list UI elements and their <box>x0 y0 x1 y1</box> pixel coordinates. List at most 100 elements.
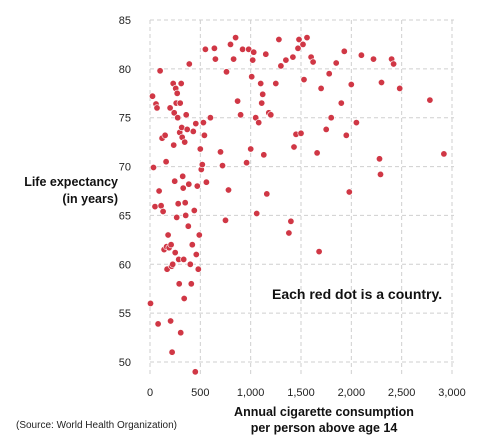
country-dot <box>325 70 333 78</box>
country-dot <box>347 81 355 89</box>
country-dot <box>303 34 311 42</box>
country-dot <box>234 97 242 105</box>
country-dot <box>170 109 178 117</box>
country-dot <box>309 58 317 66</box>
country-dot <box>167 317 175 325</box>
country-dot <box>369 55 377 63</box>
country-dot <box>210 44 218 52</box>
country-dot <box>342 131 350 139</box>
country-dot <box>217 148 225 156</box>
country-dot <box>192 251 200 259</box>
country-dot <box>259 90 267 98</box>
country-dot <box>300 76 308 84</box>
country-dot <box>396 84 404 92</box>
country-dot <box>168 348 176 356</box>
country-dot <box>199 119 207 127</box>
country-dot <box>337 99 345 107</box>
country-dot <box>198 161 206 169</box>
country-dot <box>250 48 258 56</box>
country-dot <box>193 182 201 190</box>
country-dot <box>211 55 219 63</box>
y-tick-label: 80 <box>119 64 131 76</box>
country-dot <box>262 50 270 58</box>
x-tick-label: 2,000 <box>338 387 366 399</box>
country-dot <box>201 45 209 53</box>
country-dot <box>267 111 275 119</box>
country-dot <box>243 159 251 167</box>
country-dot <box>174 200 182 208</box>
country-dot <box>179 172 187 180</box>
country-dot <box>375 155 383 163</box>
country-dot <box>156 67 164 75</box>
country-dot <box>340 47 348 55</box>
country-dot <box>376 170 384 178</box>
country-dot <box>219 162 227 170</box>
country-dot <box>182 111 190 119</box>
country-dot <box>315 248 323 256</box>
country-dot <box>295 35 303 43</box>
country-dot <box>253 210 261 218</box>
country-dot <box>179 184 187 192</box>
x-tick-label: 3,000 <box>438 387 466 399</box>
country-dot <box>299 40 307 48</box>
country-dot <box>175 280 183 288</box>
y-tick-label: 75 <box>119 113 131 125</box>
country-dot <box>170 141 178 149</box>
country-dot <box>196 145 204 153</box>
x-axis-ticks: 0 500 1,000 1,500 2,000 2,500 3,000 <box>147 387 466 399</box>
country-dot <box>174 114 182 122</box>
country-dot <box>249 56 257 64</box>
country-dot <box>352 119 360 127</box>
y-axis-ticks: 50 55 60 65 70 75 80 85 <box>119 15 131 369</box>
country-dot <box>426 96 434 104</box>
country-dot <box>257 80 265 88</box>
country-dot <box>272 80 280 88</box>
country-dot <box>357 51 365 59</box>
country-dot <box>232 34 240 42</box>
grid-lines <box>149 19 454 375</box>
country-dot <box>184 222 192 230</box>
country-dot <box>206 114 214 122</box>
country-dot <box>200 131 208 139</box>
country-dot <box>189 127 197 135</box>
country-dot <box>188 241 196 249</box>
country-dot <box>169 260 177 268</box>
x-tick-label: 1,000 <box>237 387 265 399</box>
country-dot <box>317 84 325 92</box>
country-dot <box>289 53 297 61</box>
country-dot <box>173 89 181 97</box>
y-tick-label: 70 <box>119 162 131 174</box>
country-dot <box>195 231 203 239</box>
country-dot <box>183 125 191 133</box>
country-dot <box>255 119 263 127</box>
country-dot <box>345 188 353 196</box>
country-dot <box>161 131 169 139</box>
country-dot <box>239 45 247 53</box>
country-dot <box>177 329 185 337</box>
country-dot <box>186 260 194 268</box>
country-dot <box>223 68 231 76</box>
country-dot <box>150 164 158 172</box>
country-dot <box>202 178 210 186</box>
country-dot <box>297 129 305 137</box>
country-dot <box>166 104 174 112</box>
country-dot <box>230 55 238 63</box>
country-dot <box>247 145 255 153</box>
country-dot <box>190 207 198 215</box>
y-tick-label: 55 <box>119 308 131 320</box>
country-dot <box>248 73 256 81</box>
country-dot <box>177 80 185 88</box>
country-dot <box>440 150 448 158</box>
country-dot <box>222 216 230 224</box>
country-dot <box>322 125 330 133</box>
country-dot <box>390 60 398 68</box>
annotation: Each red dot is a country. <box>272 286 442 302</box>
country-dot <box>225 186 233 194</box>
y-tick-label: 60 <box>119 259 131 271</box>
country-dot <box>149 92 157 100</box>
x-axis-label-line-1: Annual cigarette consumption <box>234 405 414 419</box>
y-tick-label: 65 <box>119 210 131 222</box>
country-dot <box>154 320 162 328</box>
x-axis-label-line-2: per person above age 14 <box>251 421 398 435</box>
country-dot <box>181 138 189 146</box>
